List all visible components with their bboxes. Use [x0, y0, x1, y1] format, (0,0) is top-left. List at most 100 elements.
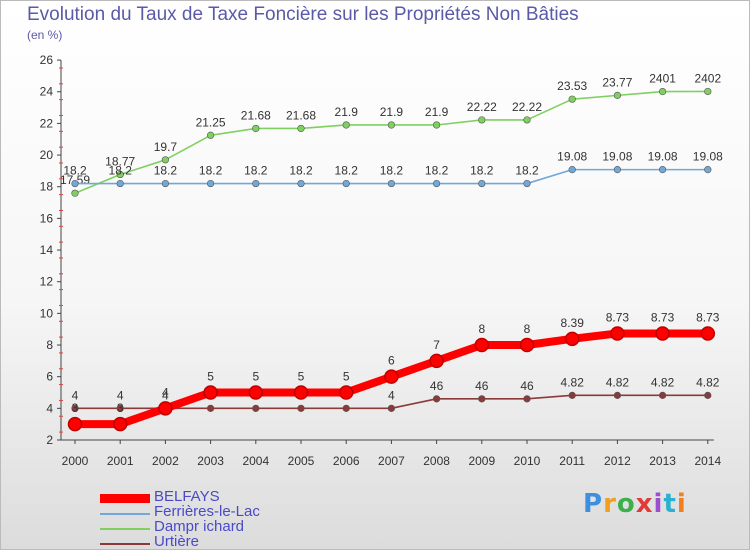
data-point [704, 391, 712, 399]
data-point [71, 404, 79, 412]
data-point [658, 87, 667, 96]
logo-letter: t [663, 489, 677, 519]
logo-letter: r [603, 489, 617, 519]
data-label: 19.08 [557, 150, 587, 164]
data-point [474, 337, 490, 353]
y-tick-label: 12 [40, 275, 54, 289]
data-label: 18.2 [244, 164, 268, 178]
data-point [387, 121, 396, 129]
data-point [297, 404, 305, 412]
data-point [433, 179, 441, 188]
data-label: 5 [343, 370, 350, 384]
data-label: 4.82 [651, 375, 675, 389]
data-point [252, 124, 260, 133]
data-label: 22.22 [467, 100, 497, 114]
y-tick-label: 8 [46, 338, 53, 352]
data-label: 5 [207, 370, 214, 384]
data-point [704, 166, 712, 174]
data-point [523, 179, 531, 188]
data-label: 22.22 [512, 100, 542, 114]
data-point [564, 331, 580, 347]
data-point [116, 179, 124, 188]
data-point [207, 131, 215, 139]
data-label: 46 [430, 379, 444, 393]
y-tick-label: 26 [40, 53, 54, 67]
x-tick-label: 2007 [378, 454, 405, 468]
data-label: 8.73 [651, 310, 675, 324]
data-label: 21.68 [286, 108, 316, 122]
data-label: 23.77 [602, 75, 632, 89]
data-point [387, 404, 396, 412]
data-label: 5 [252, 370, 259, 384]
data-label: 4 [117, 388, 124, 402]
data-point [116, 404, 124, 412]
data-point [203, 385, 218, 400]
data-point [655, 326, 670, 341]
legend-swatch-ferrieres [100, 513, 150, 515]
data-label: 46 [475, 379, 489, 393]
y-tick-label: 2 [46, 433, 53, 447]
data-label: 8.73 [606, 310, 630, 324]
y-tick-label: 16 [40, 211, 54, 225]
data-label: 8 [524, 322, 531, 336]
data-point [297, 179, 305, 188]
data-label: 19.08 [693, 150, 723, 164]
x-tick-label: 2014 [694, 454, 721, 468]
data-label: 4 [162, 385, 169, 399]
y-tick-label: 10 [40, 306, 54, 320]
data-label: 7 [433, 338, 440, 352]
data-label: 3 [72, 401, 79, 415]
data-point [523, 116, 531, 124]
data-point [71, 189, 79, 197]
x-tick-label: 2003 [197, 454, 224, 468]
x-tick-label: 2004 [242, 454, 269, 468]
data-point [704, 87, 712, 96]
data-point [207, 179, 215, 188]
data-label: 2401 [649, 72, 676, 86]
x-tick-label: 2000 [62, 454, 89, 468]
y-tick-label: 20 [40, 148, 54, 162]
data-point [568, 166, 576, 174]
data-label: 8 [478, 322, 485, 336]
data-point [387, 179, 396, 188]
data-label: 3 [117, 401, 124, 415]
data-label: 19.08 [648, 150, 678, 164]
data-point [252, 404, 260, 412]
data-label: 4.82 [696, 375, 720, 389]
data-label: 18.2 [199, 164, 223, 178]
data-point [568, 95, 576, 103]
data-point [478, 395, 486, 403]
data-label: 18.2 [154, 164, 178, 178]
data-point [342, 404, 350, 412]
data-point [610, 326, 625, 341]
logo-letter: i [676, 489, 687, 519]
data-point [433, 395, 441, 403]
legend-label-belfays: BELFAYS [154, 488, 220, 505]
data-label: 46 [520, 379, 534, 393]
data-label: 18.2 [63, 164, 87, 178]
data-label: 21.25 [196, 115, 226, 129]
proxiti-logo: Proxiti [583, 489, 687, 519]
y-tick-label: 4 [46, 401, 53, 415]
data-label: 4 [388, 388, 395, 402]
data-point [613, 166, 622, 174]
data-point [161, 156, 169, 164]
x-tick-label: 2013 [649, 454, 676, 468]
logo-letter: i [653, 489, 664, 519]
data-label: 8.73 [696, 310, 720, 324]
data-label: 18.77 [105, 155, 135, 169]
data-point [67, 416, 83, 432]
data-label: 8.39 [561, 316, 585, 330]
data-point [342, 179, 350, 188]
data-point [71, 179, 79, 188]
data-point [207, 404, 215, 412]
data-point [613, 391, 622, 399]
data-label: 4 [162, 388, 169, 402]
x-tick-label: 2005 [288, 454, 315, 468]
chart-title: Evolution du Taux de Taxe Foncière sur l… [27, 4, 579, 25]
data-point [293, 385, 309, 400]
data-label: 21.9 [335, 105, 359, 119]
data-point [658, 391, 667, 399]
